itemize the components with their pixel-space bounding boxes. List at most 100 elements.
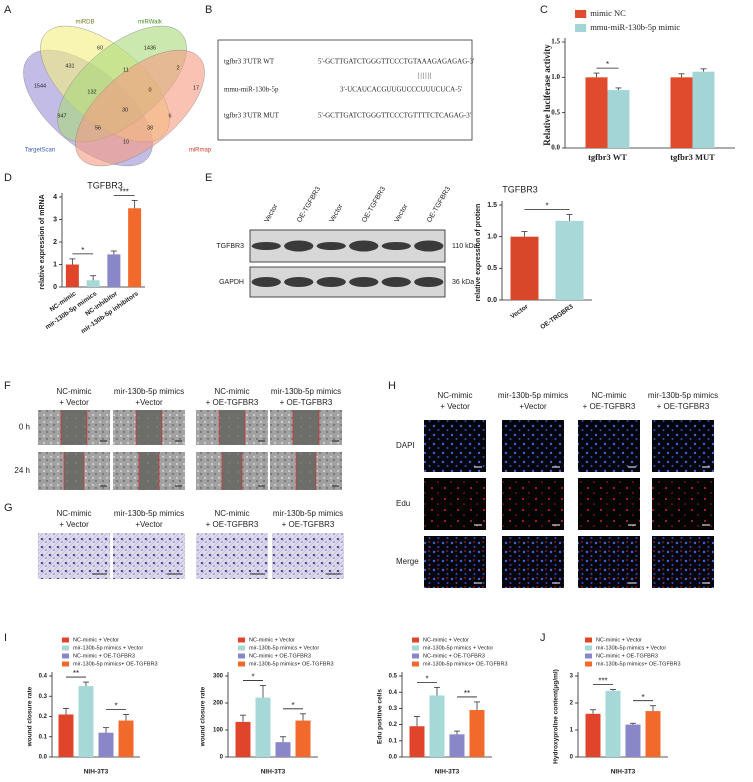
column-header: + OE-TGFBR3: [206, 398, 259, 407]
blot-box: [249, 229, 446, 263]
panel-label: J: [540, 632, 546, 644]
column-header: + Vector: [59, 398, 89, 407]
fluorescence-image: [424, 420, 486, 472]
legend-label: mmu-miR-130b-5p mimic: [590, 22, 680, 32]
wound-gap: [139, 452, 159, 490]
y-tick-label: 0.1: [389, 738, 398, 744]
bar: [107, 254, 121, 287]
column-header: mir-130b-5p mimics: [273, 509, 343, 518]
venn-count: 1436: [144, 45, 156, 51]
row-label: Edu: [396, 499, 410, 508]
blot-box: [249, 266, 446, 298]
wound-gap: [61, 410, 87, 445]
fluorescence-image: [652, 420, 714, 472]
band-label: GAPDH: [219, 279, 244, 286]
significance: ***: [598, 677, 607, 686]
bar: [118, 720, 134, 757]
bar: [295, 720, 311, 757]
y-tick-label: 1.5: [487, 202, 497, 209]
y-axis-label: Hydroxyproline content(μg/ml): [553, 669, 560, 764]
legend-label: NC-mimic + Vector: [423, 637, 469, 643]
y-tick-label: 4: [53, 194, 57, 201]
bar: [128, 208, 142, 287]
chart-title: TGFBR3: [502, 184, 538, 194]
panel-label: I: [4, 632, 7, 644]
y-tick-label: 0.0: [487, 297, 497, 304]
venn-count: 6: [168, 113, 171, 119]
row-label: DAPI: [396, 441, 415, 450]
legend-label: mir-130b-5p mimics + Vector: [73, 645, 143, 651]
legend-swatch: [412, 653, 419, 659]
y-tick-label: 0.3: [389, 706, 398, 712]
venn-count: 30: [122, 107, 128, 113]
legend-swatch: [412, 637, 419, 643]
y-tick-label: 100: [213, 728, 224, 734]
y-tick-label: 0.5: [487, 265, 497, 272]
column-header: + OE-TGFBR3: [657, 402, 710, 411]
y-tick-label: 0.2: [39, 714, 48, 720]
bar: [585, 77, 608, 148]
band: [414, 240, 444, 252]
lane-label: Vector: [394, 203, 410, 224]
y-tick-label: 0.2: [389, 722, 398, 728]
y-tick-label: 0.1: [39, 734, 48, 740]
column-header: NC-mimic: [214, 387, 249, 396]
bar: [409, 726, 425, 757]
legend-label: NC-mimic + OE-TGFBR3: [73, 653, 135, 659]
y-tick-label: 0.0: [389, 755, 398, 761]
x-tick-label: NIH-3T3: [611, 769, 636, 776]
legend-label: NC-mimic + Vector: [596, 637, 642, 643]
lane-label: OE-TGFBR3: [296, 186, 322, 224]
transwell-image: [113, 533, 185, 579]
band-size: 110 kDa: [452, 243, 478, 250]
column-header: mir-130b-5p mimics: [271, 387, 341, 396]
band: [284, 240, 314, 252]
bar: [645, 711, 661, 757]
fluorescence-image: [652, 536, 714, 588]
sequence-label: mmu-miR-130b-5p: [224, 86, 279, 94]
legend-label: mimic NC: [590, 8, 626, 18]
bar: [625, 724, 641, 757]
venn-count: 2: [176, 65, 179, 71]
venn-set-label: miRmap: [189, 148, 212, 154]
x-tick-label: tgfbr3 WT: [588, 152, 627, 162]
significance: *: [81, 246, 84, 255]
legend-label: mir-130b-5p mimics+ OE-TGFBR3: [423, 661, 508, 667]
legend-swatch: [62, 637, 69, 643]
legend-swatch: [62, 645, 69, 651]
significance: *: [114, 702, 117, 711]
bar: [58, 714, 74, 757]
fluorescence-image: [652, 478, 714, 530]
y-tick-label: 1.5: [551, 38, 560, 46]
bar: [429, 695, 445, 757]
column-header: NC-mimic: [56, 509, 91, 518]
y-tick-label: 0.3: [39, 694, 48, 700]
column-header: +Vector: [135, 398, 163, 407]
wound-gap: [136, 410, 162, 445]
legend-swatch: [238, 637, 245, 643]
lane-label: OE-TGFBR3: [361, 186, 387, 224]
x-tick-label: NIH-3T3: [435, 769, 460, 776]
venn-count: 0: [148, 87, 151, 93]
fluorescence-image: [502, 536, 564, 588]
y-tick-label: 1: [570, 728, 574, 734]
bar: [65, 264, 79, 287]
y-tick-label: 300: [213, 674, 224, 680]
legend-label: NC-mimic + OE-TGFBR3: [423, 653, 485, 659]
y-tick-label: 0.4: [389, 690, 398, 696]
venn-count: 38: [147, 125, 153, 131]
wound-gap: [222, 452, 242, 490]
venn-count: 11: [123, 67, 129, 73]
legend-swatch: [62, 653, 69, 659]
significance: *: [545, 202, 548, 211]
bar: [86, 280, 100, 287]
venn-count: 1544: [34, 83, 46, 89]
sequence: 5'-GCTTGATCTGGGTTCCCTGTTTTCTCAGAG-3': [318, 112, 471, 120]
bar: [255, 697, 271, 757]
bar: [605, 690, 621, 757]
venn-set: [75, 49, 205, 167]
column-header: NC-mimic: [591, 391, 626, 400]
panel-label: E: [205, 172, 212, 184]
legend-label: NC-mimic + OE-TGFBR3: [596, 653, 658, 659]
band-label: TGFBR3: [216, 243, 244, 250]
